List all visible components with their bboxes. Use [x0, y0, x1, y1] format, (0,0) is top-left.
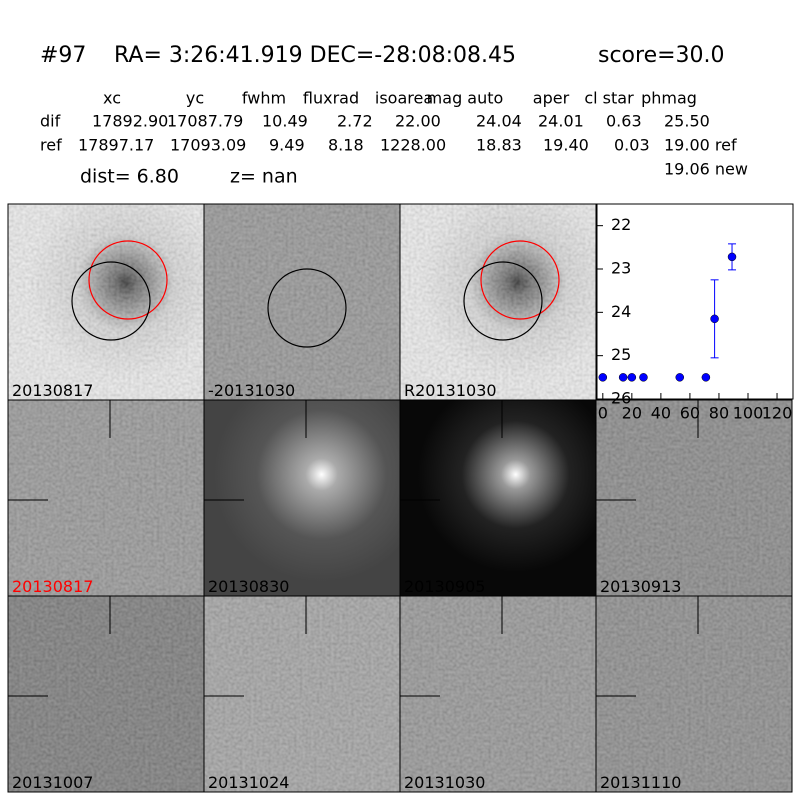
coordinates: RA= 3:26:41.919 DEC=-28:08:08.45 [114, 43, 516, 68]
data-point [598, 373, 608, 382]
tile-label: 20130817 [12, 577, 93, 596]
ref-circle [88, 240, 168, 320]
column-header: mag auto [427, 89, 504, 108]
column-header: xc [103, 89, 121, 108]
score: score=30.0 [598, 43, 725, 68]
ref-circle [480, 240, 560, 320]
plot-area [596, 203, 794, 400]
y-tick-label: 23 [611, 259, 631, 278]
x-tick-label: 0 [598, 404, 608, 423]
tile-label: -20131030 [208, 381, 295, 400]
y-tick-label: 22 [611, 215, 631, 234]
data-point [627, 373, 637, 382]
dist: dist= 6.80 [80, 166, 179, 188]
data-point [727, 252, 737, 262]
phmag-note: 19.06 new [664, 160, 748, 179]
image-noise [8, 596, 204, 792]
det-circle [463, 261, 543, 341]
table-cell: 24.01 [538, 112, 584, 131]
redshift: z= nan [230, 166, 298, 188]
data-point [639, 373, 648, 382]
table-cell: 9.49 [269, 136, 305, 155]
column-header: phmag [641, 89, 697, 108]
column-header: isoarea [375, 89, 433, 108]
x-tick-label: 40 [651, 404, 671, 423]
tile-border [595, 595, 793, 793]
y-tick-label: 24 [611, 302, 631, 321]
data-point [710, 314, 719, 324]
det-circle [71, 261, 151, 341]
table-cell: 18.83 [476, 136, 522, 155]
data-point [701, 373, 711, 382]
tile-label: 20130817 [12, 381, 93, 400]
table-cell: ref [40, 136, 62, 155]
image-noise [204, 204, 400, 400]
x-tick-label: 60 [680, 404, 700, 423]
y-tick-label: 25 [611, 345, 631, 364]
image-noise [596, 400, 792, 596]
tile-label: 20130905 [404, 577, 485, 596]
image-tile [400, 400, 596, 596]
table-cell: 17892.90 [92, 112, 168, 131]
table-cell: 19.40 [543, 136, 589, 155]
table-cell: 17093.09 [170, 136, 246, 155]
column-header: aper [533, 89, 570, 108]
x-tick-label: 20 [622, 404, 642, 423]
image-noise [8, 400, 204, 596]
table-cell: 2.72 [337, 112, 373, 131]
tile-label: 20130913 [600, 577, 681, 596]
table-cell: 25.50 [664, 112, 710, 131]
image-tile [204, 400, 400, 596]
tile-label: R20131030 [404, 381, 497, 400]
x-tick-label: 120 [762, 404, 793, 423]
x-tick-label: 100 [733, 404, 764, 423]
table-cell: 10.49 [262, 112, 308, 131]
tile-label: 20131007 [12, 773, 93, 792]
table-cell: 22.00 [395, 112, 441, 131]
table-cell: 19.00 ref [664, 136, 737, 155]
data-point [618, 373, 628, 382]
tile-label: 20131030 [404, 773, 485, 792]
column-header: fwhm [242, 89, 286, 108]
tile-label: 20131110 [600, 773, 681, 792]
image-noise [400, 596, 596, 792]
column-header: fluxrad [303, 89, 359, 108]
image-noise [596, 596, 792, 792]
table-cell: 1228.00 [380, 136, 446, 155]
table-cell: 8.18 [328, 136, 364, 155]
table-cell: 17897.17 [78, 136, 154, 155]
image-noise [204, 596, 400, 792]
table-cell: 17087.79 [167, 112, 243, 131]
image-noise [8, 204, 204, 400]
table-cell: 24.04 [476, 112, 522, 131]
tile-label: 20130830 [208, 577, 289, 596]
column-header: cl star [584, 89, 634, 108]
table-cell: dif [40, 112, 61, 131]
table-cell: 0.63 [606, 112, 642, 131]
data-point [675, 373, 685, 382]
image-noise [400, 204, 596, 400]
x-tick-label: 80 [709, 404, 729, 423]
tile-label: 20131024 [208, 773, 289, 792]
column-header: yc [186, 89, 204, 108]
det-circle [267, 268, 347, 348]
y-tick-label: 26 [611, 389, 631, 408]
source-id: #97 [40, 43, 86, 68]
table-cell: 0.03 [614, 136, 650, 155]
